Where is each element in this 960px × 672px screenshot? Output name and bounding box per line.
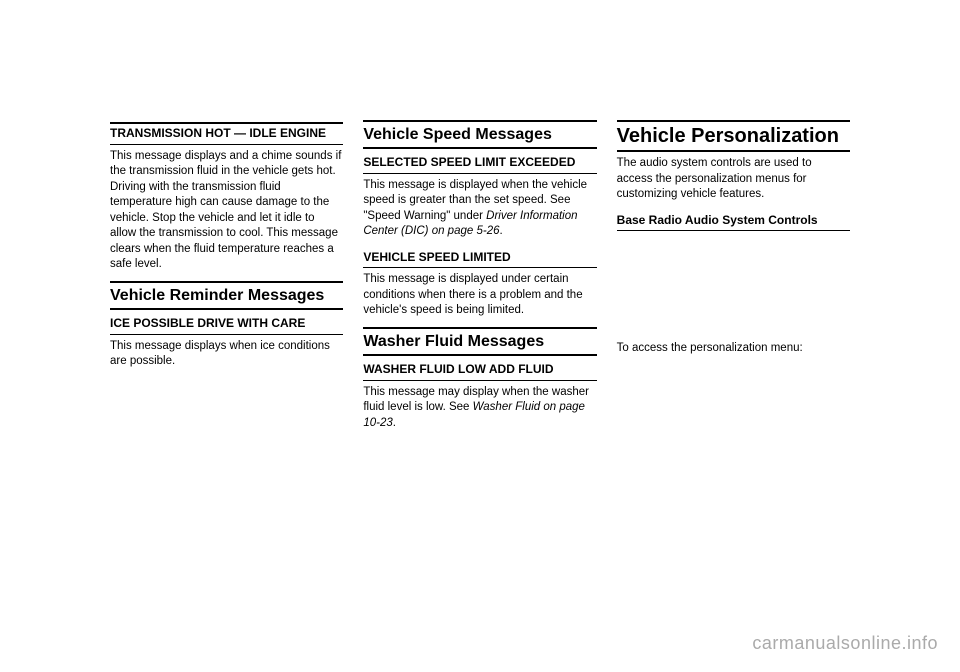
body-personalization-intro: The audio system controls are used to ac… — [617, 156, 850, 203]
heading-vehicle-reminder: Vehicle Reminder Messages — [110, 281, 343, 310]
body-speed-limit-exceeded: This message is displayed when the vehic… — [363, 178, 596, 240]
subheading-transmission-hot: TRANSMISSION HOT — IDLE ENGINE — [110, 122, 343, 145]
body-access-menu: To access the personalization menu: — [617, 341, 850, 357]
heading-vehicle-speed: Vehicle Speed Messages — [363, 120, 596, 149]
heading-vehicle-personalization: Vehicle Personalization — [617, 120, 850, 152]
body-transmission-hot: This message displays and a chime sounds… — [110, 149, 343, 273]
body-ice-possible: This message displays when ice condition… — [110, 339, 343, 370]
subheading-speed-limited: VEHICLE SPEED LIMITED — [363, 248, 596, 269]
watermark-text: carmanualsonline.info — [752, 633, 938, 654]
body-speed-end: . — [499, 225, 502, 237]
heading-washer-fluid: Washer Fluid Messages — [363, 327, 596, 356]
page-content: TRANSMISSION HOT — IDLE ENGINE This mess… — [0, 0, 960, 489]
column-left: TRANSMISSION HOT — IDLE ENGINE This mess… — [110, 120, 343, 439]
body-speed-limited: This message is displayed under certain … — [363, 272, 596, 319]
subheading-ice-possible: ICE POSSIBLE DRIVE WITH CARE — [110, 314, 343, 335]
body-washer-low: This message may display when the washer… — [363, 385, 596, 432]
subheading-base-radio: Base Radio Audio System Controls — [617, 211, 850, 232]
subheading-speed-limit-exceeded: SELECTED SPEED LIMIT EXCEEDED — [363, 153, 596, 174]
body-washer-end: . — [393, 417, 396, 429]
column-middle: Vehicle Speed Messages SELECTED SPEED LI… — [363, 120, 596, 439]
subheading-washer-low: WASHER FLUID LOW ADD FLUID — [363, 360, 596, 381]
column-right: Vehicle Personalization The audio system… — [617, 120, 850, 439]
